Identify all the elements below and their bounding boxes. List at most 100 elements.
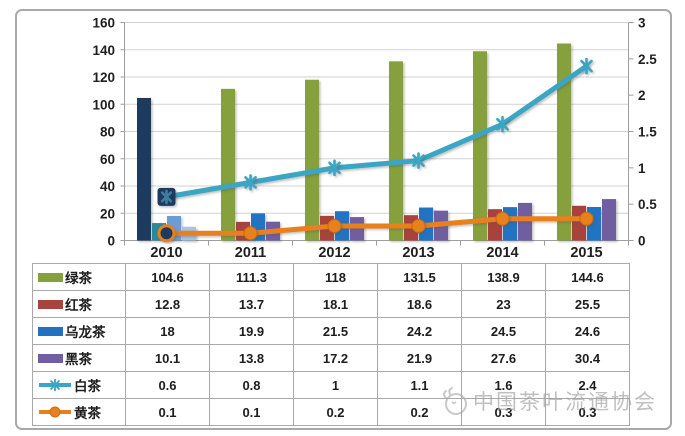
right-axis-tick-label: 1.5 [638,125,657,140]
table-value-oolong-tea-2013: 24.2 [378,318,462,345]
legend-label-red-tea: 红茶 [65,298,92,313]
marker-yellow-tea-2011 [243,226,258,241]
table-value-green-tea-2011: 111.3 [210,264,294,291]
left-axis-tick-label: 20 [100,206,115,221]
table-value-oolong-tea-2012: 21.5 [294,318,378,345]
data-table: 绿茶 104.6 111.3 118 131.5 138.9 144.6 红茶 12.8 13.7… [32,263,630,426]
marker-yellow-tea-2012 [327,218,342,233]
legend-cell-green-tea: 绿茶 [33,264,126,291]
x-axis-year-label: 2011 [235,245,266,261]
table-value-green-tea-2010: 104.6 [126,264,210,291]
table-value-dark-tea-2013: 21.9 [378,345,462,372]
bar-dark-tea-2012 [350,217,364,241]
marker-white-tea-2012 [328,159,341,177]
line-white-tea [164,63,589,200]
table-value-oolong-tea-2014: 24.5 [462,318,546,345]
legend-label-white-tea: 白茶 [74,379,101,394]
x-axis-year-label: 2013 [402,245,434,261]
legend-swatch-yellow-tea [39,406,71,418]
left-axis-tick-label: 160 [92,16,115,31]
legend-cell-dark-tea: 黑茶 [33,345,126,372]
marker-yellow-tea-2013 [411,218,426,233]
marker-yellow-tea-2010 [157,224,176,243]
table-value-red-tea-2014: 23 [462,291,546,318]
table-value-yellow-tea-2012: 0.2 [294,399,378,426]
marker-white-tea-2010 [160,189,173,205]
left-axis-tick-label: 100 [92,97,115,112]
legend-cell-red-tea: 红茶 [33,291,126,318]
table-value-red-tea-2011: 13.7 [210,291,294,318]
legend-swatch-red-tea [38,299,63,309]
right-axis-tick-label: 2 [638,88,646,103]
table-value-yellow-tea-2014: 0.3 [462,399,546,426]
table-value-green-tea-2013: 131.5 [378,264,462,291]
marker-white-tea-2015 [580,57,593,75]
legend-swatch-white-tea [39,379,71,391]
table-value-red-tea-2015: 25.5 [546,291,630,318]
left-axis-tick-label: 0 [107,234,115,249]
x-axis-year-label: 2014 [486,245,518,261]
left-axis-tick-label: 60 [100,152,115,167]
legend-swatch-oolong-tea [38,326,63,336]
bar-green-tea-2014 [473,51,487,241]
table-value-oolong-tea-2011: 19.9 [210,318,294,345]
table-value-red-tea-2013: 18.6 [378,291,462,318]
bar-green-tea-2010 [137,97,151,241]
table-value-green-tea-2014: 138.9 [462,264,546,291]
line-yellow-tea [164,216,589,236]
legend-label-oolong-tea: 乌龙茶 [65,325,106,340]
table-value-red-tea-2010: 12.8 [126,291,210,318]
legend-swatch-green-tea [38,272,63,282]
bar-green-tea-2015 [557,43,571,241]
table-value-white-tea-2013: 1.1 [378,372,462,399]
table-value-dark-tea-2012: 17.2 [294,345,378,372]
table-value-yellow-tea-2011: 0.1 [210,399,294,426]
left-axis-tick-label: 120 [92,70,115,85]
x-axis-year-label: 2015 [570,245,602,261]
table-value-green-tea-2012: 118 [294,264,378,291]
bar-dark-tea-2014 [518,202,532,241]
right-axis-tick-label: 0 [638,234,646,249]
table-value-white-tea-2015: 2.4 [546,372,630,399]
legend-cell-white-tea: 白茶 [33,372,126,399]
table-value-white-tea-2010: 0.6 [126,372,210,399]
table-value-green-tea-2015: 144.6 [546,264,630,291]
marker-white-tea-2011 [244,174,257,191]
table-value-white-tea-2011: 0.8 [210,372,294,399]
right-axis-tick-label: 2.5 [638,52,657,67]
table-value-yellow-tea-2015: 0.3 [546,399,630,426]
table-value-dark-tea-2015: 30.4 [546,345,630,372]
right-axis-tick-label: 1 [638,161,646,176]
bar-green-tea-2011 [221,88,235,241]
table-value-yellow-tea-2010: 0.1 [126,399,210,426]
right-axis-tick-label: 3 [638,16,646,31]
marker-yellow-tea-2014 [495,211,510,226]
legend-label-green-tea: 绿茶 [65,271,92,286]
legend-label-dark-tea: 黑茶 [65,352,92,367]
left-axis-tick-label: 140 [92,43,115,58]
table-value-yellow-tea-2013: 0.2 [378,399,462,426]
table-value-white-tea-2012: 1 [294,372,378,399]
bar-green-tea-2013 [389,61,403,241]
table-value-dark-tea-2010: 10.1 [126,345,210,372]
table-value-dark-tea-2011: 13.8 [210,345,294,372]
x-axis-year-label: 2010 [150,245,182,261]
bar-green-tea-2012 [305,79,319,241]
table-value-white-tea-2014: 1.6 [462,372,546,399]
x-axis-year-label: 2012 [318,245,350,261]
left-axis-tick-label: 80 [100,125,115,140]
table-value-oolong-tea-2010: 18 [126,318,210,345]
right-axis-tick-label: 0.5 [638,197,657,212]
table-value-red-tea-2012: 18.1 [294,291,378,318]
legend-cell-oolong-tea: 乌龙茶 [33,318,126,345]
table-value-dark-tea-2014: 27.6 [462,345,546,372]
bar-dark-tea-2015 [602,199,616,241]
marker-yellow-tea-2015 [579,211,594,226]
legend-swatch-dark-tea [38,353,63,363]
marker-white-tea-2013 [412,152,425,169]
table-value-oolong-tea-2015: 24.6 [546,318,630,345]
legend-label-yellow-tea: 黄茶 [74,406,101,421]
marker-white-tea-2014 [496,115,509,133]
legend-cell-yellow-tea: 黄茶 [33,399,126,426]
